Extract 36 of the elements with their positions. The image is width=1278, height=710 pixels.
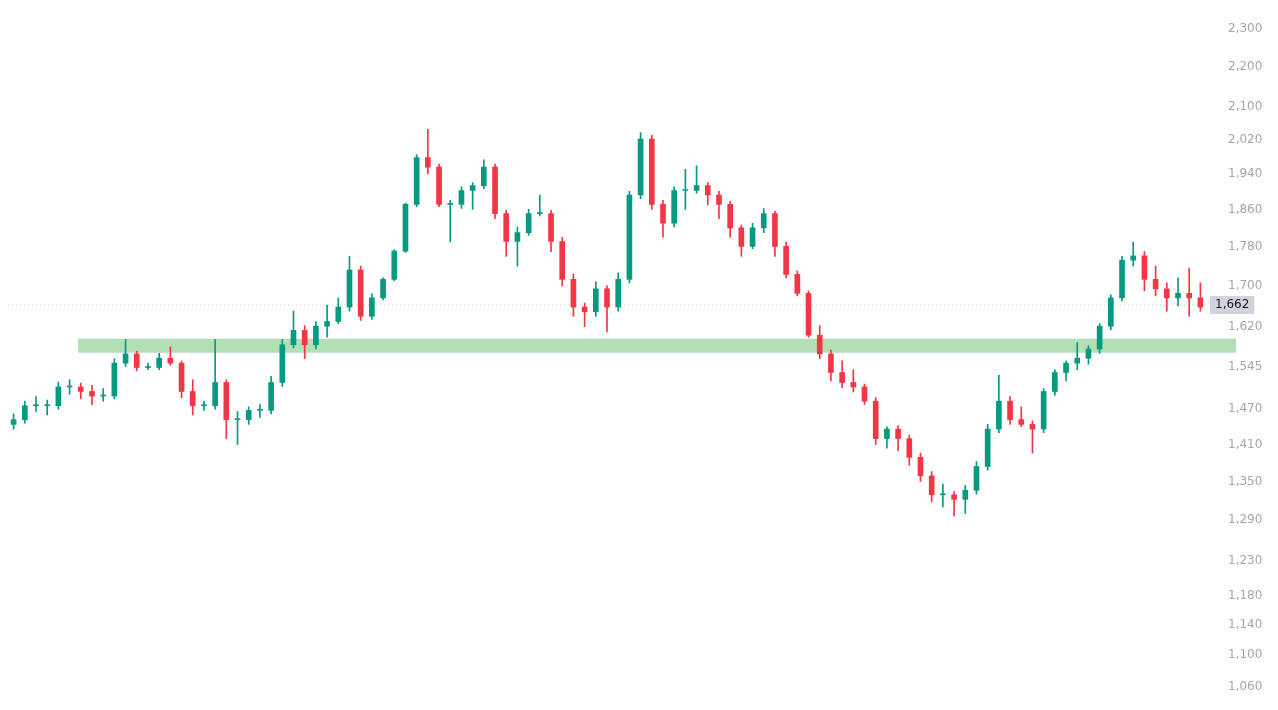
y-tick-label: 1,545 [1228, 359, 1263, 374]
candlestick [44, 399, 51, 416]
y-tick-label: 1,410 [1228, 436, 1263, 451]
candlestick [425, 129, 431, 175]
y-tick-label: 1,060 [1228, 678, 1263, 693]
y-tick-label: 1,290 [1228, 512, 1263, 527]
y-tick-label: 1,140 [1228, 617, 1263, 632]
candlestick [89, 384, 95, 405]
y-tick-label: 1,700 [1228, 277, 1263, 292]
y-tick-label: 1,940 [1228, 165, 1263, 180]
y-tick-label: 1,350 [1228, 473, 1263, 488]
y-tick-label: 1,620 [1228, 318, 1263, 333]
candlestick [940, 483, 946, 508]
candlestick [447, 200, 454, 243]
y-tick-label: 1,230 [1228, 552, 1263, 567]
y-tick-label: 1,780 [1228, 238, 1263, 253]
candlestick [951, 491, 957, 517]
candlestick [850, 369, 857, 393]
candlestick [257, 404, 263, 418]
y-tick-label: 2,020 [1228, 131, 1263, 146]
y-tick-label: 2,300 [1228, 21, 1263, 36]
candlestick [201, 400, 207, 411]
y-tick-label: 1,860 [1228, 201, 1263, 216]
candlestick [33, 396, 39, 412]
y-tick-label: 1,180 [1228, 587, 1263, 602]
y-tick-label: 2,200 [1228, 59, 1263, 74]
candlestick [1186, 267, 1193, 317]
y-tick-label: 1,100 [1228, 647, 1263, 662]
candlestick [536, 194, 543, 217]
candlestick [324, 304, 330, 338]
candlestick [1175, 277, 1181, 307]
ref-line-label: 1,662 [1215, 297, 1250, 312]
candlestick [1074, 342, 1081, 371]
candlestick [1130, 241, 1137, 267]
y-tick-label: 1,470 [1228, 401, 1263, 416]
y-tick-label: 2,100 [1228, 98, 1263, 113]
